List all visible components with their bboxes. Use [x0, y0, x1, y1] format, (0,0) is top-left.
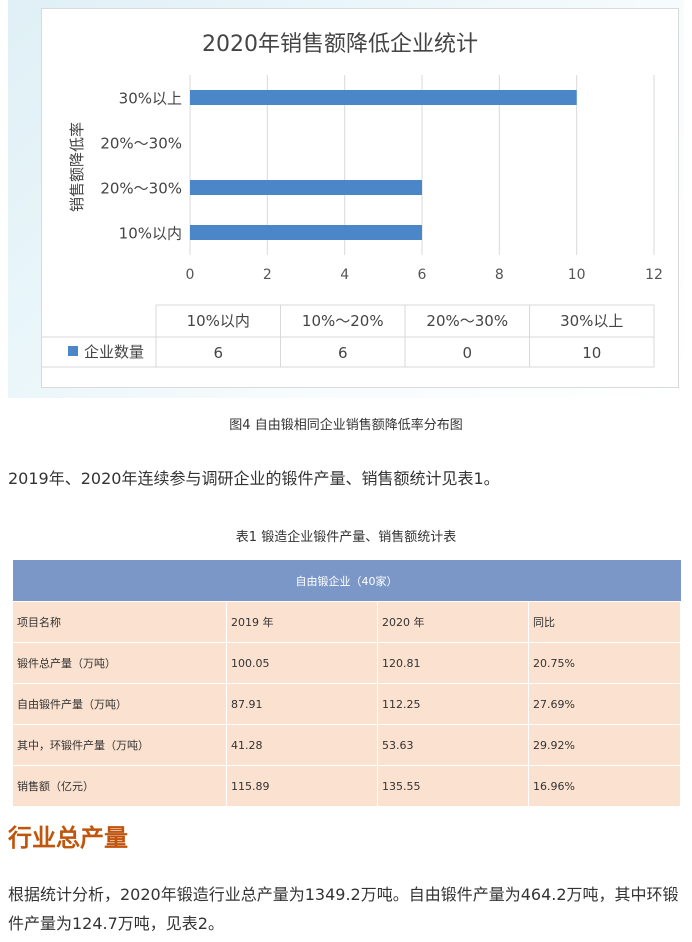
- table-cell: 自由锻件产量（万吨）: [12, 683, 227, 725]
- table-cell: 16.96%: [528, 765, 681, 807]
- table-cell: 87.91: [226, 683, 378, 725]
- table-cell: 41.28: [226, 724, 378, 766]
- bar: [190, 180, 422, 195]
- data-table-value: 0: [462, 344, 472, 362]
- data-table-value: 6: [213, 344, 223, 362]
- section-title: 行业总产量: [8, 824, 128, 852]
- data-table-column-label: 20%～30%: [426, 312, 508, 330]
- table-row: 销售额（亿元） 115.89 135.55 16.96%: [12, 765, 681, 807]
- x-tick-label: 10: [568, 267, 586, 283]
- chart-svg: 2020年销售额降低企业统计 销售额降低率 10%以内 20%～30% 20%～30…: [42, 32, 663, 368]
- legend-series-name: 企业数量: [84, 343, 144, 361]
- x-tick-label: 8: [495, 267, 504, 283]
- table-header-row: 自由锻企业（40家）: [12, 560, 681, 602]
- data-table-value: 6: [338, 344, 348, 362]
- chart-x-tick-labels: 0 2 4 6 8 10 12: [186, 267, 663, 283]
- table-row: 锻件总产量（万吨） 100.05 120.81 20.75%: [12, 642, 681, 684]
- column-header-yoy: 同比: [528, 601, 681, 643]
- table-cell: 120.81: [377, 642, 529, 684]
- chart-title: 2020年销售额降低企业统计: [202, 32, 478, 57]
- bar: [190, 225, 422, 240]
- chart-background: 2020年销售额降低企业统计 销售额降低率 10%以内 20%～30% 20%～30…: [8, 0, 684, 398]
- table-cell: 115.89: [226, 765, 378, 807]
- table-row: 自由锻件产量（万吨） 87.91 112.25 27.69%: [12, 683, 681, 725]
- category-label: 10%以内: [119, 225, 182, 243]
- table-cell: 135.55: [377, 765, 529, 807]
- table-row: 其中，环锻件产量（万吨） 41.28 53.63 29.92%: [12, 724, 681, 766]
- data-table-value: 10: [582, 344, 601, 362]
- table-cell: 20.75%: [528, 642, 681, 684]
- forging-stats-table: 自由锻企业（40家） 项目名称 2019 年 2020 年 同比 锻件总产量（万…: [12, 560, 681, 807]
- table-cell: 112.25: [377, 683, 529, 725]
- table-cell: 其中，环锻件产量（万吨）: [12, 724, 227, 766]
- paragraph-total-output: 根据统计分析，2020年锻造行业总产量为1349.2万吨。自由锻件产量为464.…: [8, 885, 679, 933]
- data-table-column-label: 10%以内: [187, 312, 250, 330]
- table-cell: 29.92%: [528, 724, 681, 766]
- table-caption: 表1 锻造企业锻件产量、销售额统计表: [235, 530, 457, 545]
- column-header-2019: 2019 年: [226, 601, 378, 643]
- table-cell: 53.63: [377, 724, 529, 766]
- data-table-column-label: 10%～20%: [302, 312, 384, 330]
- x-tick-label: 0: [186, 267, 195, 283]
- x-tick-label: 6: [418, 267, 427, 283]
- paragraph-intro: 2019年、2020年连续参与调研企业的锻件产量、销售额统计见表1。: [8, 469, 500, 488]
- table-column-row: 项目名称 2019 年 2020 年 同比: [12, 601, 681, 643]
- bar-chart: 2020年销售额降低企业统计 销售额降低率 10%以内 20%～30% 20%～30…: [41, 8, 679, 388]
- table-header: 自由锻企业（40家）: [12, 560, 681, 602]
- bar: [190, 90, 577, 105]
- data-table-column-label: 30%以上: [560, 312, 623, 330]
- chart-y-axis-label: 销售额降低率: [68, 122, 86, 212]
- x-tick-label: 12: [645, 267, 663, 283]
- table-cell: 27.69%: [528, 683, 681, 725]
- x-tick-label: 2: [263, 267, 272, 283]
- column-header-2020: 2020 年: [377, 601, 529, 643]
- column-header-item: 项目名称: [12, 601, 227, 643]
- figure-caption: 图4 自由锻相同企业销售额降低率分布图: [229, 418, 463, 433]
- x-tick-label: 4: [340, 267, 349, 283]
- chart-data-table: 10%以内 6 10%～20% 6 20%～30% 0 30%以上 10 企业数量: [42, 304, 655, 368]
- category-label: 20%～30%: [100, 180, 182, 198]
- table-cell: 100.05: [226, 642, 378, 684]
- table-cell: 销售额（亿元）: [12, 765, 227, 807]
- category-label: 30%以上: [119, 90, 182, 108]
- chart-bars: [190, 90, 577, 240]
- category-label: 20%～30%: [100, 135, 182, 153]
- chart-category-labels: 10%以内 20%～30% 20%～30% 30%以上: [100, 90, 182, 243]
- table-cell: 锻件总产量（万吨）: [12, 642, 227, 684]
- legend-swatch: [68, 346, 78, 356]
